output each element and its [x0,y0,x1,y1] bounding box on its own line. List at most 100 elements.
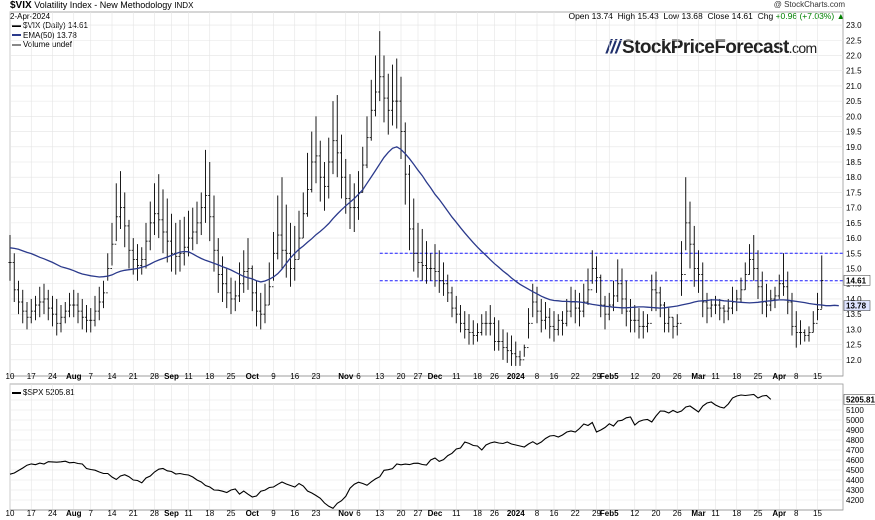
spx-x-tick: 18 [732,509,741,518]
svg-text:13.78: 13.78 [846,302,867,311]
ohlc-bar [582,283,586,318]
vix-x-tick: 26 [673,372,682,381]
ohlc-bar [352,183,356,232]
ohlc-bar [730,286,735,315]
vix-x-tick: 21 [129,372,138,381]
ohlc-bar [480,314,484,336]
ohlc-bar [501,329,505,360]
vix-legend: $VIX (Daily) 14.61 EMA(50) 13.78 Volume … [12,21,88,50]
spx-x-tick: 9 [271,509,276,518]
ohlc-bar [467,314,471,345]
vix-x-tick: 14 [108,372,117,381]
ohlc-bar [33,295,38,321]
chart-header: $VIX Volatility Index - New Methodology … [10,0,193,22]
ohlc-bar [756,250,760,299]
ohlc-bar [169,213,174,272]
ohlc-bar [412,198,416,272]
ohlc-bar [743,262,747,291]
spx-x-tick: 8 [535,509,540,518]
vix-x-tick: 15 [813,372,822,381]
vix-x-tick: 20 [652,372,661,381]
ohlc-bar [645,314,650,333]
ohlc-bar [773,286,777,309]
vix-x-tick: 17 [27,372,36,381]
ohlc-bar [458,305,463,333]
spx-x-tick: Dec [428,509,443,518]
ohlc-bar [556,314,560,336]
ohlc-bar [165,198,169,263]
ohlc-bar [250,265,254,312]
ohlc-bar [424,241,429,284]
vix-y-tick: 20.0 [846,112,862,121]
vix-y-tick: 19.0 [846,143,862,152]
ohlc-bar [628,298,633,333]
spx-last-value-label: 5205.81 [843,394,875,405]
vix-y-tick: 17.5 [846,188,862,197]
spx-x-tick: 13 [375,509,384,518]
spx-y-tick: 4700 [846,446,864,455]
vix-x-tick: 8 [794,372,799,381]
vix-x-tick: 8 [535,372,540,381]
ohlc-bar [29,298,33,324]
spx-y-tick: 4200 [846,496,864,505]
ohlc-bar [335,95,339,178]
vix-y-tick: 13.0 [846,325,862,334]
vix-x-tick: 18 [473,372,482,381]
change-value: +0.96 (+7.03%) [775,11,835,21]
ohlc-bar [599,274,603,318]
ohlc-bar [161,189,165,254]
spx-y-tick: 5100 [846,406,864,415]
vix-x-tick: Nov [338,372,354,381]
ohlc-bar [641,311,645,339]
brand-logo: ///StockPriceForecast.com [606,37,817,59]
exchange: INDX [174,1,194,10]
spx-x-tick: 18 [473,509,482,518]
ohlc-bar [573,289,577,324]
ohlc-bar [229,277,233,315]
ohlc-bar [101,280,106,309]
vix-y-tick: 18.5 [846,158,862,167]
ohlc-bar [110,222,114,269]
ohlc-bar [93,295,97,327]
vix-y-tick: 15.5 [846,249,862,258]
ohlc-bar [67,292,72,318]
ohlc-bar [280,177,284,269]
vix-x-tick: 16 [290,372,299,381]
spx-y-tick: 4600 [846,456,864,465]
vix-y-tick: 16.5 [846,219,862,228]
ohlc-bar [739,277,743,302]
ohlc-bar [220,256,225,302]
vix-x-tick: Feb5 [600,372,619,381]
ohlc-bar [441,262,446,296]
spx-y-tick: 4900 [846,426,864,435]
ohlc-bar [611,280,616,312]
ohlc-bar [63,302,67,324]
vix-x-tick: 23 [312,372,321,381]
ohlc-bar [310,131,314,193]
ohlc-bar [488,305,492,336]
vix-x-tick: 11 [452,372,461,381]
spx-price-panel: 4200430044004500460047004800490050005100… [6,383,875,518]
ohlc-bar [288,222,293,287]
legend-spx: $SPX 5205.81 [23,388,75,397]
ohlc-bar [803,329,807,342]
ohlc-bar [8,235,12,281]
vix-x-tick: 16 [550,372,559,381]
spx-x-tick: Nov [338,509,354,518]
vix-x-tick: 29 [592,372,601,381]
ohlc-bar [157,174,161,239]
ohlc-bar [790,292,794,336]
ohlc-bar [637,308,641,339]
ohlc-bar [297,210,301,260]
ohlc-bar [484,311,488,336]
ohlc-bar [50,295,55,327]
ohlc-bar [395,58,399,129]
close-value: 14.61 [731,11,753,21]
ohlc-bar [322,162,327,211]
ohlc-bar [654,271,658,312]
ohlc-bar [492,317,497,351]
vix-y-tick: 12.0 [846,356,862,365]
spx-x-tick: 23 [312,509,321,518]
ohlc-bar [254,280,259,327]
